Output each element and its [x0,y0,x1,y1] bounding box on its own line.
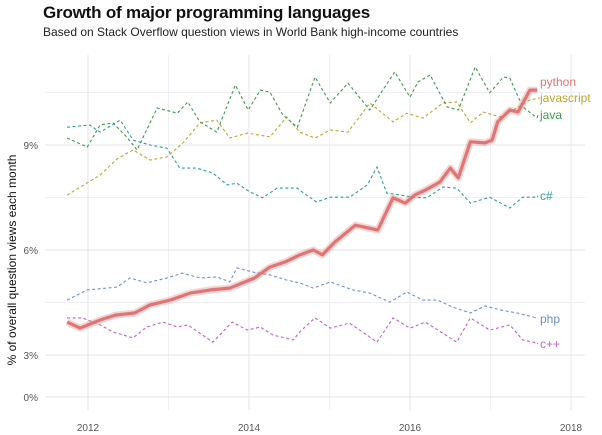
y-tick-label: 0% [24,393,39,404]
axes: 2012 2014 2016 2018 0% 3% 6% 9% [24,141,583,434]
series-line-c# [67,119,538,209]
series-line-php [66,267,534,318]
y-axis-label: % of overall question views each month [5,155,19,366]
x-tick-label: 2016 [399,423,422,434]
series-connector-c# [536,195,539,198]
series-label-c++: c++ [540,337,560,351]
series-label-python: python [540,75,576,89]
series-connector-php [532,316,539,320]
series-label-java: java [539,108,562,122]
x-tick-label: 2018 [560,423,583,434]
series-line-java [66,65,538,151]
series-line-python [66,88,538,330]
grid [45,55,585,410]
series-connector-java [536,114,539,119]
x-tick-label: 2012 [77,423,100,434]
series-label-c#: c# [540,189,553,203]
series-line-javascript [66,97,540,196]
chart-subtitle: Based on Stack Overflow question views i… [43,25,459,39]
series-labels: c++ php c# javascript java python [539,75,591,351]
series-connector-c++ [536,342,539,345]
y-tick-label: 9% [24,141,39,152]
chart-title: Growth of major programming languages [43,3,370,22]
series-label-php: php [540,312,560,326]
x-tick-label: 2014 [238,423,261,434]
series-line-glow-python [65,86,538,332]
series-lines [65,65,540,345]
y-tick-label: 3% [24,351,39,362]
series-line-c++ [67,317,538,344]
series-label-javascript: javascript [539,91,591,105]
y-tick-label: 6% [24,246,39,257]
